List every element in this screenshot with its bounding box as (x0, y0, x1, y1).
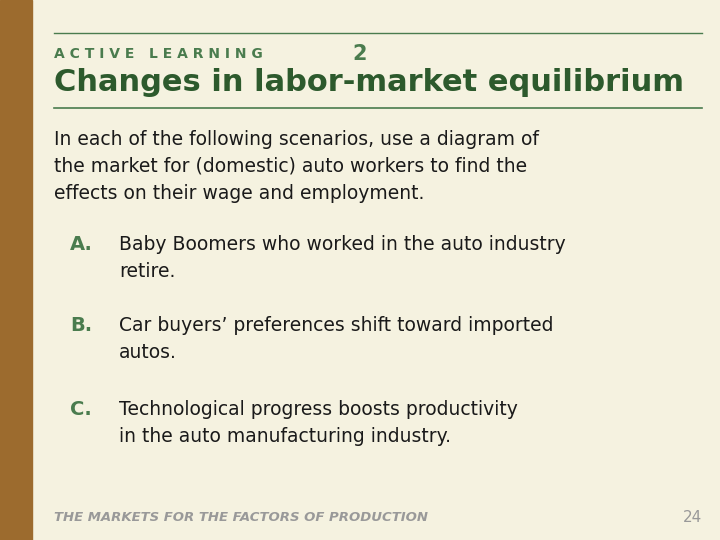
Text: THE MARKETS FOR THE FACTORS OF PRODUCTION: THE MARKETS FOR THE FACTORS OF PRODUCTIO… (54, 511, 428, 524)
Text: A.: A. (70, 235, 93, 254)
Text: B.: B. (70, 316, 92, 335)
Text: 2: 2 (353, 44, 367, 64)
Text: Technological progress boosts productivity
in the auto manufacturing industry.: Technological progress boosts productivi… (119, 400, 518, 446)
Text: In each of the following scenarios, use a diagram of
the market for (domestic) a: In each of the following scenarios, use … (54, 130, 539, 203)
Text: Changes in labor-market equilibrium: Changes in labor-market equilibrium (54, 68, 684, 97)
Text: 24: 24 (683, 510, 702, 525)
Text: Car buyers’ preferences shift toward imported
autos.: Car buyers’ preferences shift toward imp… (119, 316, 553, 362)
Text: Baby Boomers who worked in the auto industry
retire.: Baby Boomers who worked in the auto indu… (119, 235, 565, 281)
Text: A C T I V E   L E A R N I N G: A C T I V E L E A R N I N G (54, 47, 263, 61)
Text: C.: C. (70, 400, 91, 419)
